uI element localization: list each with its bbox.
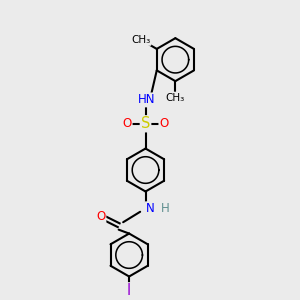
Text: N: N (146, 202, 154, 215)
Text: H: H (160, 202, 169, 215)
Text: CH₃: CH₃ (131, 35, 151, 45)
Text: S: S (141, 116, 150, 131)
Text: CH₃: CH₃ (166, 92, 185, 103)
Text: I: I (127, 283, 131, 298)
Text: O: O (159, 117, 169, 130)
Text: O: O (96, 210, 105, 223)
Text: HN: HN (138, 93, 156, 106)
Text: O: O (122, 117, 132, 130)
